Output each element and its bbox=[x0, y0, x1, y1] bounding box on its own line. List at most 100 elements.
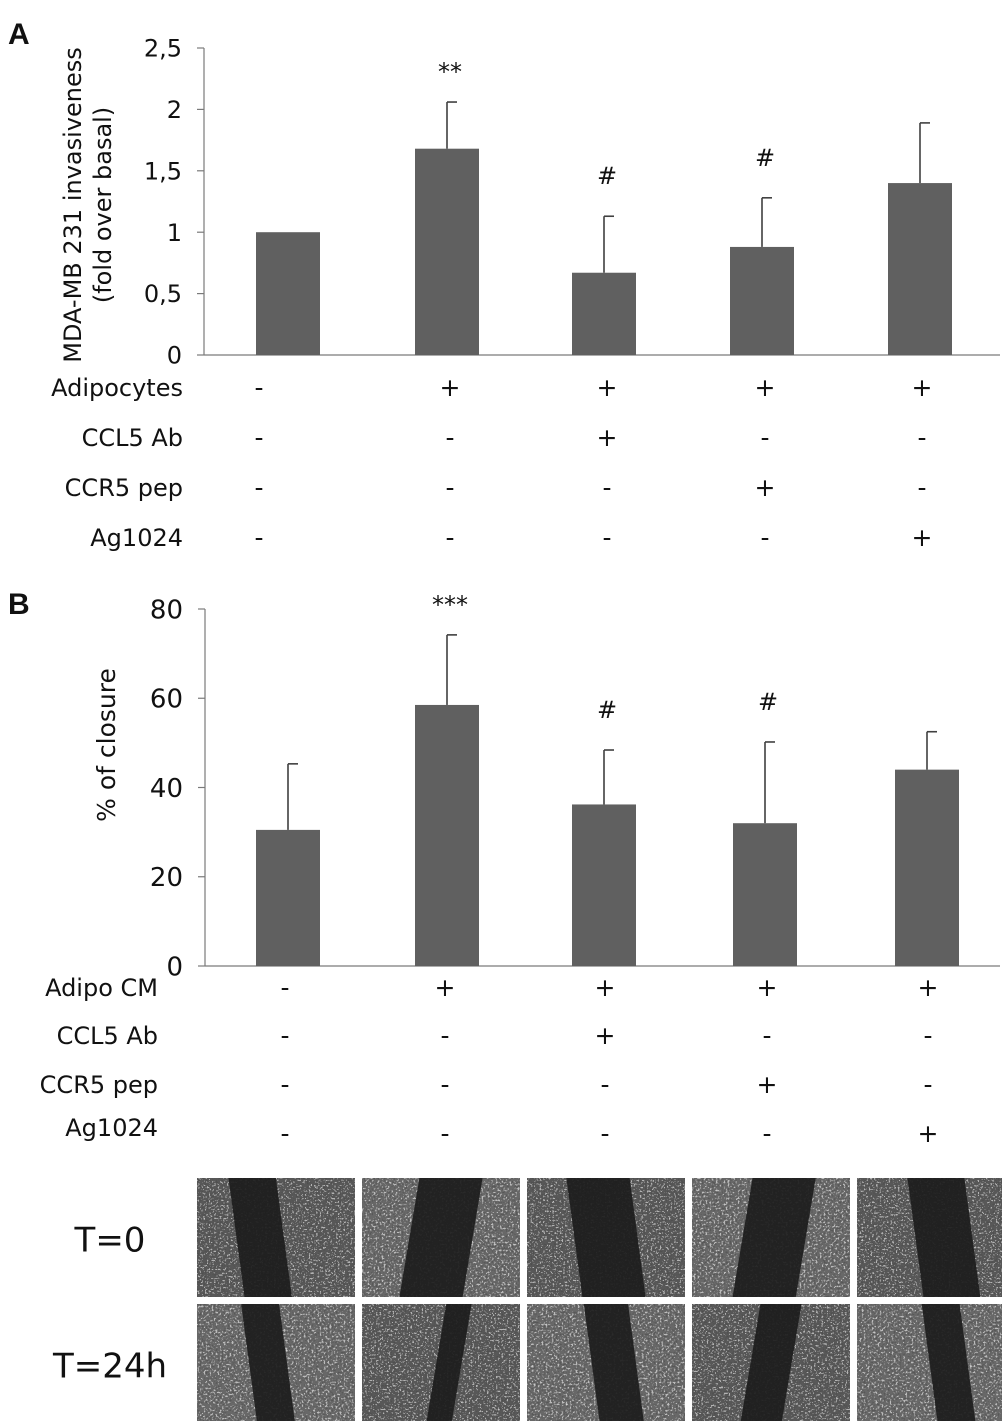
y-axis-label-a: (fold over basal) bbox=[89, 107, 117, 303]
micrograph-2-4 bbox=[692, 1304, 850, 1421]
significance-label-a-4: # bbox=[755, 144, 775, 172]
y-tick-label-b: 0 bbox=[166, 952, 183, 982]
treatment-label-a: Adipocytes bbox=[51, 374, 183, 402]
treatment-sign-a: - bbox=[254, 523, 263, 552]
treatment-sign-a: - bbox=[602, 523, 611, 552]
bar-b-3 bbox=[572, 804, 636, 966]
treatment-sign-a: - bbox=[602, 473, 611, 502]
micrograph-row-label-2: T=24h bbox=[52, 1347, 167, 1387]
significance-label-b-2: *** bbox=[432, 591, 468, 619]
treatment-table-a: Adipocytes - + + + + CCL5 Ab - - + - - CCR5 pep - - - + -… bbox=[51, 373, 932, 552]
treatment-sign-b: - bbox=[280, 1119, 289, 1148]
micrograph-1-3 bbox=[527, 1178, 685, 1297]
treatment-sign-b: - bbox=[923, 1070, 932, 1099]
y-tick-label-a: 2 bbox=[167, 96, 182, 124]
micrograph-1-1 bbox=[197, 1178, 355, 1297]
bar-a-3 bbox=[572, 272, 636, 355]
micrograph-wound-gap bbox=[921, 1304, 976, 1421]
micrograph-2-1 bbox=[197, 1304, 355, 1421]
treatment-sign-b: - bbox=[600, 1070, 609, 1099]
significance-label-b-3: # bbox=[597, 696, 617, 724]
micrograph-1-2 bbox=[362, 1178, 520, 1297]
micrograph-1-5 bbox=[857, 1178, 1002, 1297]
bar-a-4 bbox=[730, 246, 794, 355]
treatment-table-b: Adipo CM - + + + + CCL5 Ab - - + - - CCR5 pep - - - + - Ag… bbox=[40, 973, 939, 1148]
micrograph-wound-gap bbox=[399, 1178, 483, 1297]
micrograph-1-4 bbox=[692, 1178, 850, 1297]
micrograph-2-2 bbox=[362, 1304, 520, 1421]
micrograph-wound-gap bbox=[740, 1304, 802, 1421]
treatment-sign-b: + bbox=[595, 973, 616, 1002]
significance-label-a-3: # bbox=[597, 162, 617, 190]
treatment-sign-a: + bbox=[755, 473, 776, 502]
panel-b-letter: B bbox=[8, 588, 30, 621]
treatment-sign-b: + bbox=[757, 1070, 778, 1099]
y-tick-label-a: 0,5 bbox=[144, 280, 182, 308]
bar-a-2 bbox=[415, 148, 479, 355]
treatment-sign-a: - bbox=[254, 373, 263, 402]
treatment-label-b: CCR5 pep bbox=[40, 1071, 158, 1099]
micrograph-wound-gap bbox=[907, 1178, 981, 1297]
treatment-sign-b: - bbox=[280, 973, 289, 1002]
significance-label-a-2: ** bbox=[438, 58, 462, 86]
treatment-sign-b: + bbox=[918, 973, 939, 1002]
micrograph-wound-gap bbox=[583, 1304, 644, 1421]
treatment-label-b: CCL5 Ab bbox=[57, 1022, 158, 1050]
y-tick-label-a: 1 bbox=[167, 219, 182, 247]
y-tick-label-a: 2,5 bbox=[144, 35, 182, 63]
micrograph-wound-gap bbox=[426, 1304, 472, 1421]
micrograph-wound-gap bbox=[566, 1178, 646, 1297]
treatment-label-b: Ag1024 bbox=[65, 1114, 158, 1142]
treatment-sign-a: + bbox=[755, 373, 776, 402]
y-tick-label-b: 40 bbox=[150, 774, 183, 804]
treatment-sign-b: - bbox=[280, 1070, 289, 1099]
y-axis-label-b: % of closure bbox=[92, 668, 121, 822]
treatment-sign-a: - bbox=[760, 523, 769, 552]
micrograph-2-5 bbox=[857, 1304, 1002, 1421]
y-axis-label-a: MDA-MB 231 invasiveness bbox=[59, 47, 87, 362]
micrograph-wound-gap bbox=[241, 1304, 295, 1421]
treatment-sign-a: + bbox=[440, 373, 461, 402]
panel-a-letter: A bbox=[8, 18, 30, 51]
micrograph-wound-gap bbox=[228, 1178, 292, 1297]
treatment-sign-a: - bbox=[254, 473, 263, 502]
y-tick-label-a: 0 bbox=[167, 342, 182, 370]
chart-b: 0 20 40 60 80 % of closure *** # # bbox=[92, 591, 1000, 982]
treatment-sign-b: - bbox=[280, 1021, 289, 1050]
treatment-sign-b: + bbox=[595, 1021, 616, 1050]
bar-b-1 bbox=[256, 829, 320, 966]
treatment-sign-b: - bbox=[923, 1021, 932, 1050]
treatment-sign-b: + bbox=[918, 1119, 939, 1148]
treatment-label-a: CCR5 pep bbox=[65, 474, 183, 502]
micrograph-wound-gap bbox=[732, 1178, 816, 1297]
treatment-sign-a: + bbox=[912, 373, 933, 402]
treatment-label-b: Adipo CM bbox=[45, 974, 158, 1002]
y-tick-label-b: 80 bbox=[150, 595, 183, 625]
treatment-sign-a: + bbox=[912, 523, 933, 552]
treatment-sign-b: - bbox=[440, 1070, 449, 1099]
bar-b-4 bbox=[733, 823, 797, 966]
treatment-sign-b: - bbox=[762, 1021, 771, 1050]
treatment-sign-b: - bbox=[440, 1119, 449, 1148]
treatment-sign-a: - bbox=[760, 423, 769, 452]
treatment-sign-a: + bbox=[597, 423, 618, 452]
y-tick-label-b: 60 bbox=[150, 685, 183, 715]
treatment-sign-b: - bbox=[600, 1119, 609, 1148]
treatment-sign-a: - bbox=[917, 473, 926, 502]
micrograph-row-label-1: T=0 bbox=[74, 1221, 146, 1261]
bar-a-1 bbox=[256, 232, 320, 355]
treatment-sign-a: - bbox=[254, 423, 263, 452]
y-tick-label-b: 20 bbox=[150, 863, 183, 893]
treatment-sign-a: - bbox=[445, 473, 454, 502]
bar-b-5 bbox=[895, 769, 959, 966]
treatment-sign-b: - bbox=[440, 1021, 449, 1050]
bar-b-2 bbox=[415, 704, 479, 966]
significance-label-b-4: # bbox=[758, 688, 778, 716]
treatment-sign-b: - bbox=[762, 1119, 771, 1148]
micrograph-grid: T=0 T=24h bbox=[52, 1178, 1002, 1421]
treatment-sign-a: - bbox=[917, 423, 926, 452]
micrograph-2-3 bbox=[527, 1304, 685, 1421]
treatment-sign-a: - bbox=[445, 523, 454, 552]
